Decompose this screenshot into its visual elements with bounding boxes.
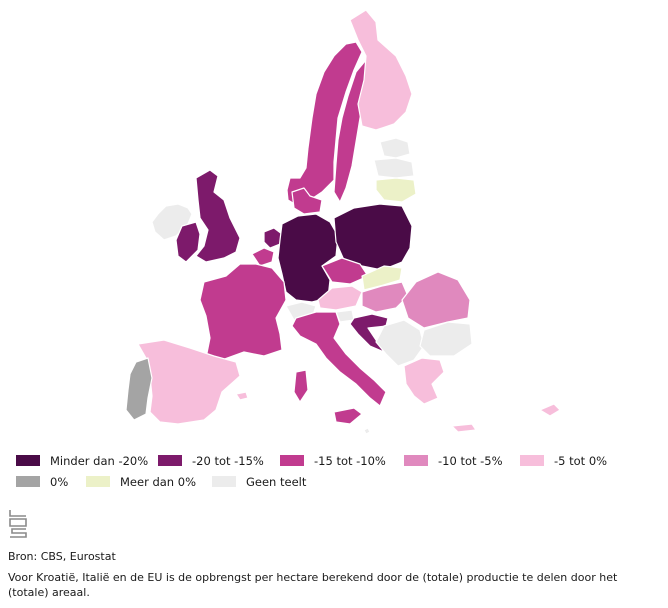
legend-item: Meer dan 0%	[86, 475, 212, 489]
region-estonia	[379, 137, 411, 159]
legend-item: -15 tot -10%	[280, 454, 404, 468]
legend-label: Geen teelt	[246, 474, 307, 489]
cbs-logo: cbs	[9, 510, 27, 538]
region-crete	[451, 423, 477, 433]
legend-swatch	[280, 455, 304, 466]
legend-swatch	[520, 455, 544, 466]
region-hungary	[361, 281, 409, 313]
legend-swatch	[16, 455, 40, 466]
footer: Bron: CBS, Eurostat Voor Kroatië, Italië…	[8, 549, 660, 606]
region-croatia	[349, 313, 389, 353]
region-belgium	[251, 247, 275, 267]
legend-item: -20 tot -15%	[158, 454, 280, 468]
region-sardinia	[293, 369, 309, 403]
legend-label: Meer dan 0%	[120, 474, 196, 489]
legend-row: 0% Meer dan 0% Geen teelt	[16, 471, 656, 492]
region-france	[199, 263, 287, 361]
region-romania	[401, 271, 471, 329]
legend-item: 0%	[16, 475, 86, 489]
region-united-kingdom	[195, 169, 241, 263]
legend-label: -5 tot 0%	[554, 453, 608, 468]
legend-item: Minder dan -20%	[16, 454, 158, 468]
legend-item: -5 tot 0%	[520, 454, 607, 468]
footnote-text: Voor Kroatië, Italië en de EU is de opbr…	[8, 571, 618, 599]
region-austria	[317, 285, 363, 311]
region-portugal	[125, 357, 153, 421]
region-poland	[333, 203, 413, 271]
region-latvia	[373, 157, 415, 179]
region-greece	[403, 357, 445, 405]
europe-map	[125, 9, 561, 435]
legend-swatch	[158, 455, 182, 466]
region-cyprus	[539, 403, 561, 417]
legend-label: 0%	[50, 474, 69, 489]
region-bulgaria	[419, 321, 473, 357]
region-ireland	[175, 221, 201, 263]
legend-item: -10 tot -5%	[404, 454, 520, 468]
legend-row: Minder dan -20% -20 tot -15% -15 tot -10…	[16, 450, 656, 471]
region-lithuania	[375, 177, 417, 203]
legend-swatch	[212, 476, 236, 487]
region-sicily	[333, 407, 363, 425]
region-malta	[363, 427, 371, 435]
legend-label: -20 tot -15%	[192, 453, 264, 468]
region-germany	[277, 213, 339, 303]
legend-label: -15 tot -10%	[314, 453, 386, 468]
region-norway	[286, 41, 363, 207]
region-finland	[349, 9, 413, 131]
region-balearic-islands	[235, 391, 249, 401]
source-text: Bron: CBS, Eurostat	[8, 550, 116, 563]
region-balkans	[375, 319, 425, 367]
region-slovakia	[361, 265, 403, 291]
map-legend: Minder dan -20% -20 tot -15% -15 tot -10…	[16, 450, 656, 492]
legend-swatch	[404, 455, 428, 466]
legend-label: Minder dan -20%	[50, 453, 149, 468]
region-italy	[291, 311, 387, 407]
legend-swatch	[16, 476, 40, 487]
region-denmark	[291, 187, 323, 215]
legend-label: -10 tot -5%	[438, 453, 503, 468]
legend-item: Geen teelt	[212, 475, 306, 489]
legend-swatch	[86, 476, 110, 487]
